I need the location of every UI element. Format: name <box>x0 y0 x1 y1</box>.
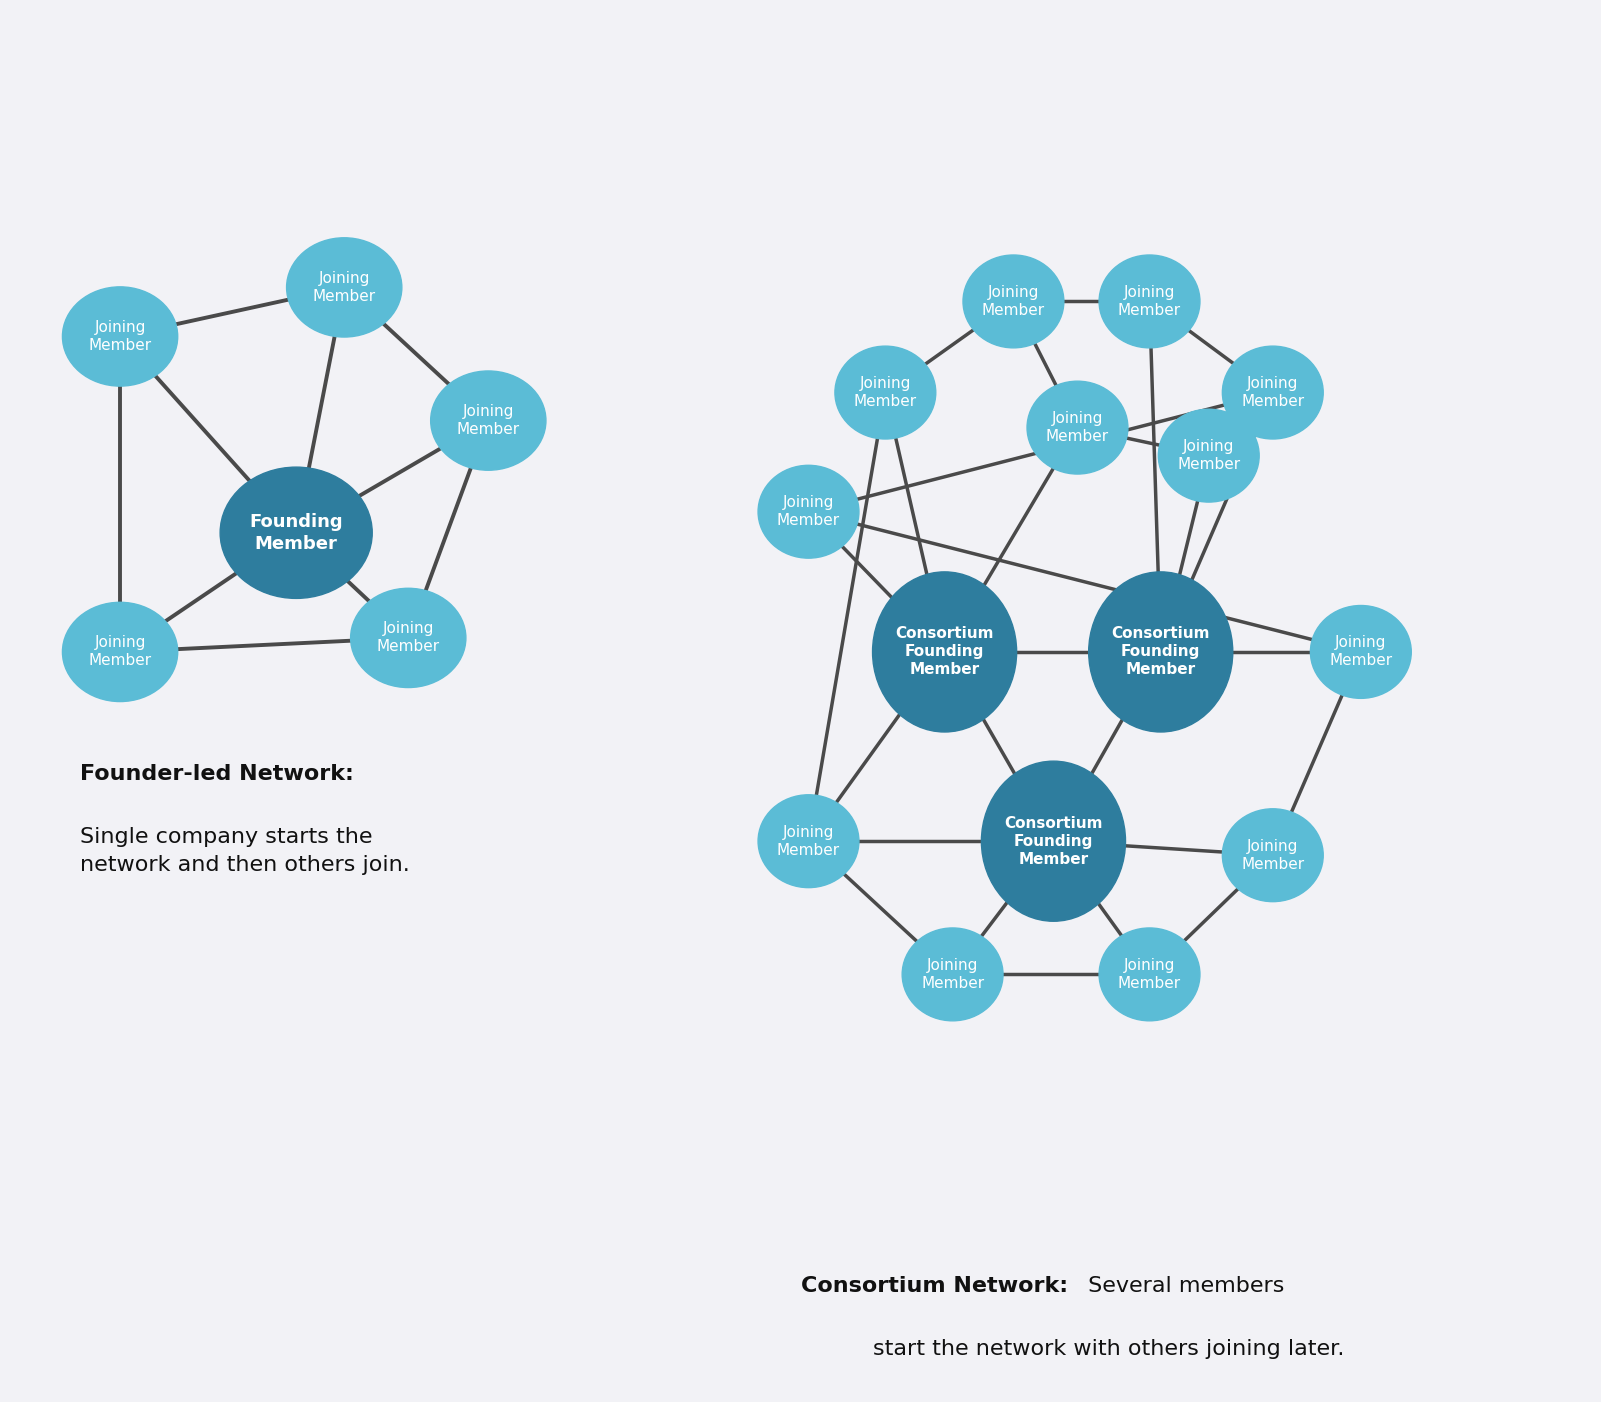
Text: Joining
Member: Joining Member <box>1177 439 1241 472</box>
Text: Joining
Member: Joining Member <box>1241 838 1305 872</box>
Text: Joining
Member: Joining Member <box>376 621 440 655</box>
Ellipse shape <box>981 761 1126 921</box>
Text: Joining
Member: Joining Member <box>776 495 841 529</box>
Ellipse shape <box>759 465 860 558</box>
Ellipse shape <box>221 467 373 599</box>
Ellipse shape <box>836 346 937 439</box>
Ellipse shape <box>759 795 860 887</box>
Text: Several members: Several members <box>1081 1276 1284 1295</box>
Ellipse shape <box>1159 409 1258 502</box>
Text: Consortium
Founding
Member: Consortium Founding Member <box>895 627 994 677</box>
Text: Joining
Member: Joining Member <box>88 320 152 353</box>
Ellipse shape <box>1223 346 1324 439</box>
Text: Consortium
Founding
Member: Consortium Founding Member <box>1111 627 1210 677</box>
Text: Joining
Member: Joining Member <box>88 635 152 669</box>
Ellipse shape <box>1098 255 1201 348</box>
Text: Joining
Member: Joining Member <box>981 285 1045 318</box>
Ellipse shape <box>964 255 1065 348</box>
Text: Joining
Member: Joining Member <box>1117 285 1182 318</box>
Ellipse shape <box>62 603 178 701</box>
Ellipse shape <box>1089 572 1233 732</box>
Text: Consortium Network:: Consortium Network: <box>800 1276 1068 1295</box>
Text: Joining
Member: Joining Member <box>1117 958 1182 991</box>
Text: Joining
Member: Joining Member <box>1329 635 1393 669</box>
Text: Joining
Member: Joining Member <box>456 404 520 437</box>
Text: start the network with others joining later.: start the network with others joining la… <box>873 1339 1343 1359</box>
Ellipse shape <box>1223 809 1324 901</box>
Text: Joining
Member: Joining Member <box>776 824 841 858</box>
Text: Joining
Member: Joining Member <box>853 376 917 409</box>
Text: Founding
Member: Founding Member <box>250 513 343 552</box>
Text: Consortium
Founding
Member: Consortium Founding Member <box>1004 816 1103 866</box>
Ellipse shape <box>1311 606 1412 698</box>
Ellipse shape <box>1098 928 1201 1021</box>
Ellipse shape <box>903 928 1002 1021</box>
Ellipse shape <box>1028 381 1127 474</box>
Ellipse shape <box>431 372 546 470</box>
Text: Joining
Member: Joining Member <box>1045 411 1109 444</box>
Text: Joining
Member: Joining Member <box>312 271 376 304</box>
Text: Single company starts the
network and then others join.: Single company starts the network and th… <box>80 827 410 875</box>
Ellipse shape <box>62 287 178 386</box>
Ellipse shape <box>873 572 1017 732</box>
Text: Joining
Member: Joining Member <box>1241 376 1305 409</box>
Ellipse shape <box>351 589 466 687</box>
Ellipse shape <box>287 238 402 336</box>
Text: Founder-led Network:: Founder-led Network: <box>80 764 354 784</box>
Text: Joining
Member: Joining Member <box>921 958 985 991</box>
